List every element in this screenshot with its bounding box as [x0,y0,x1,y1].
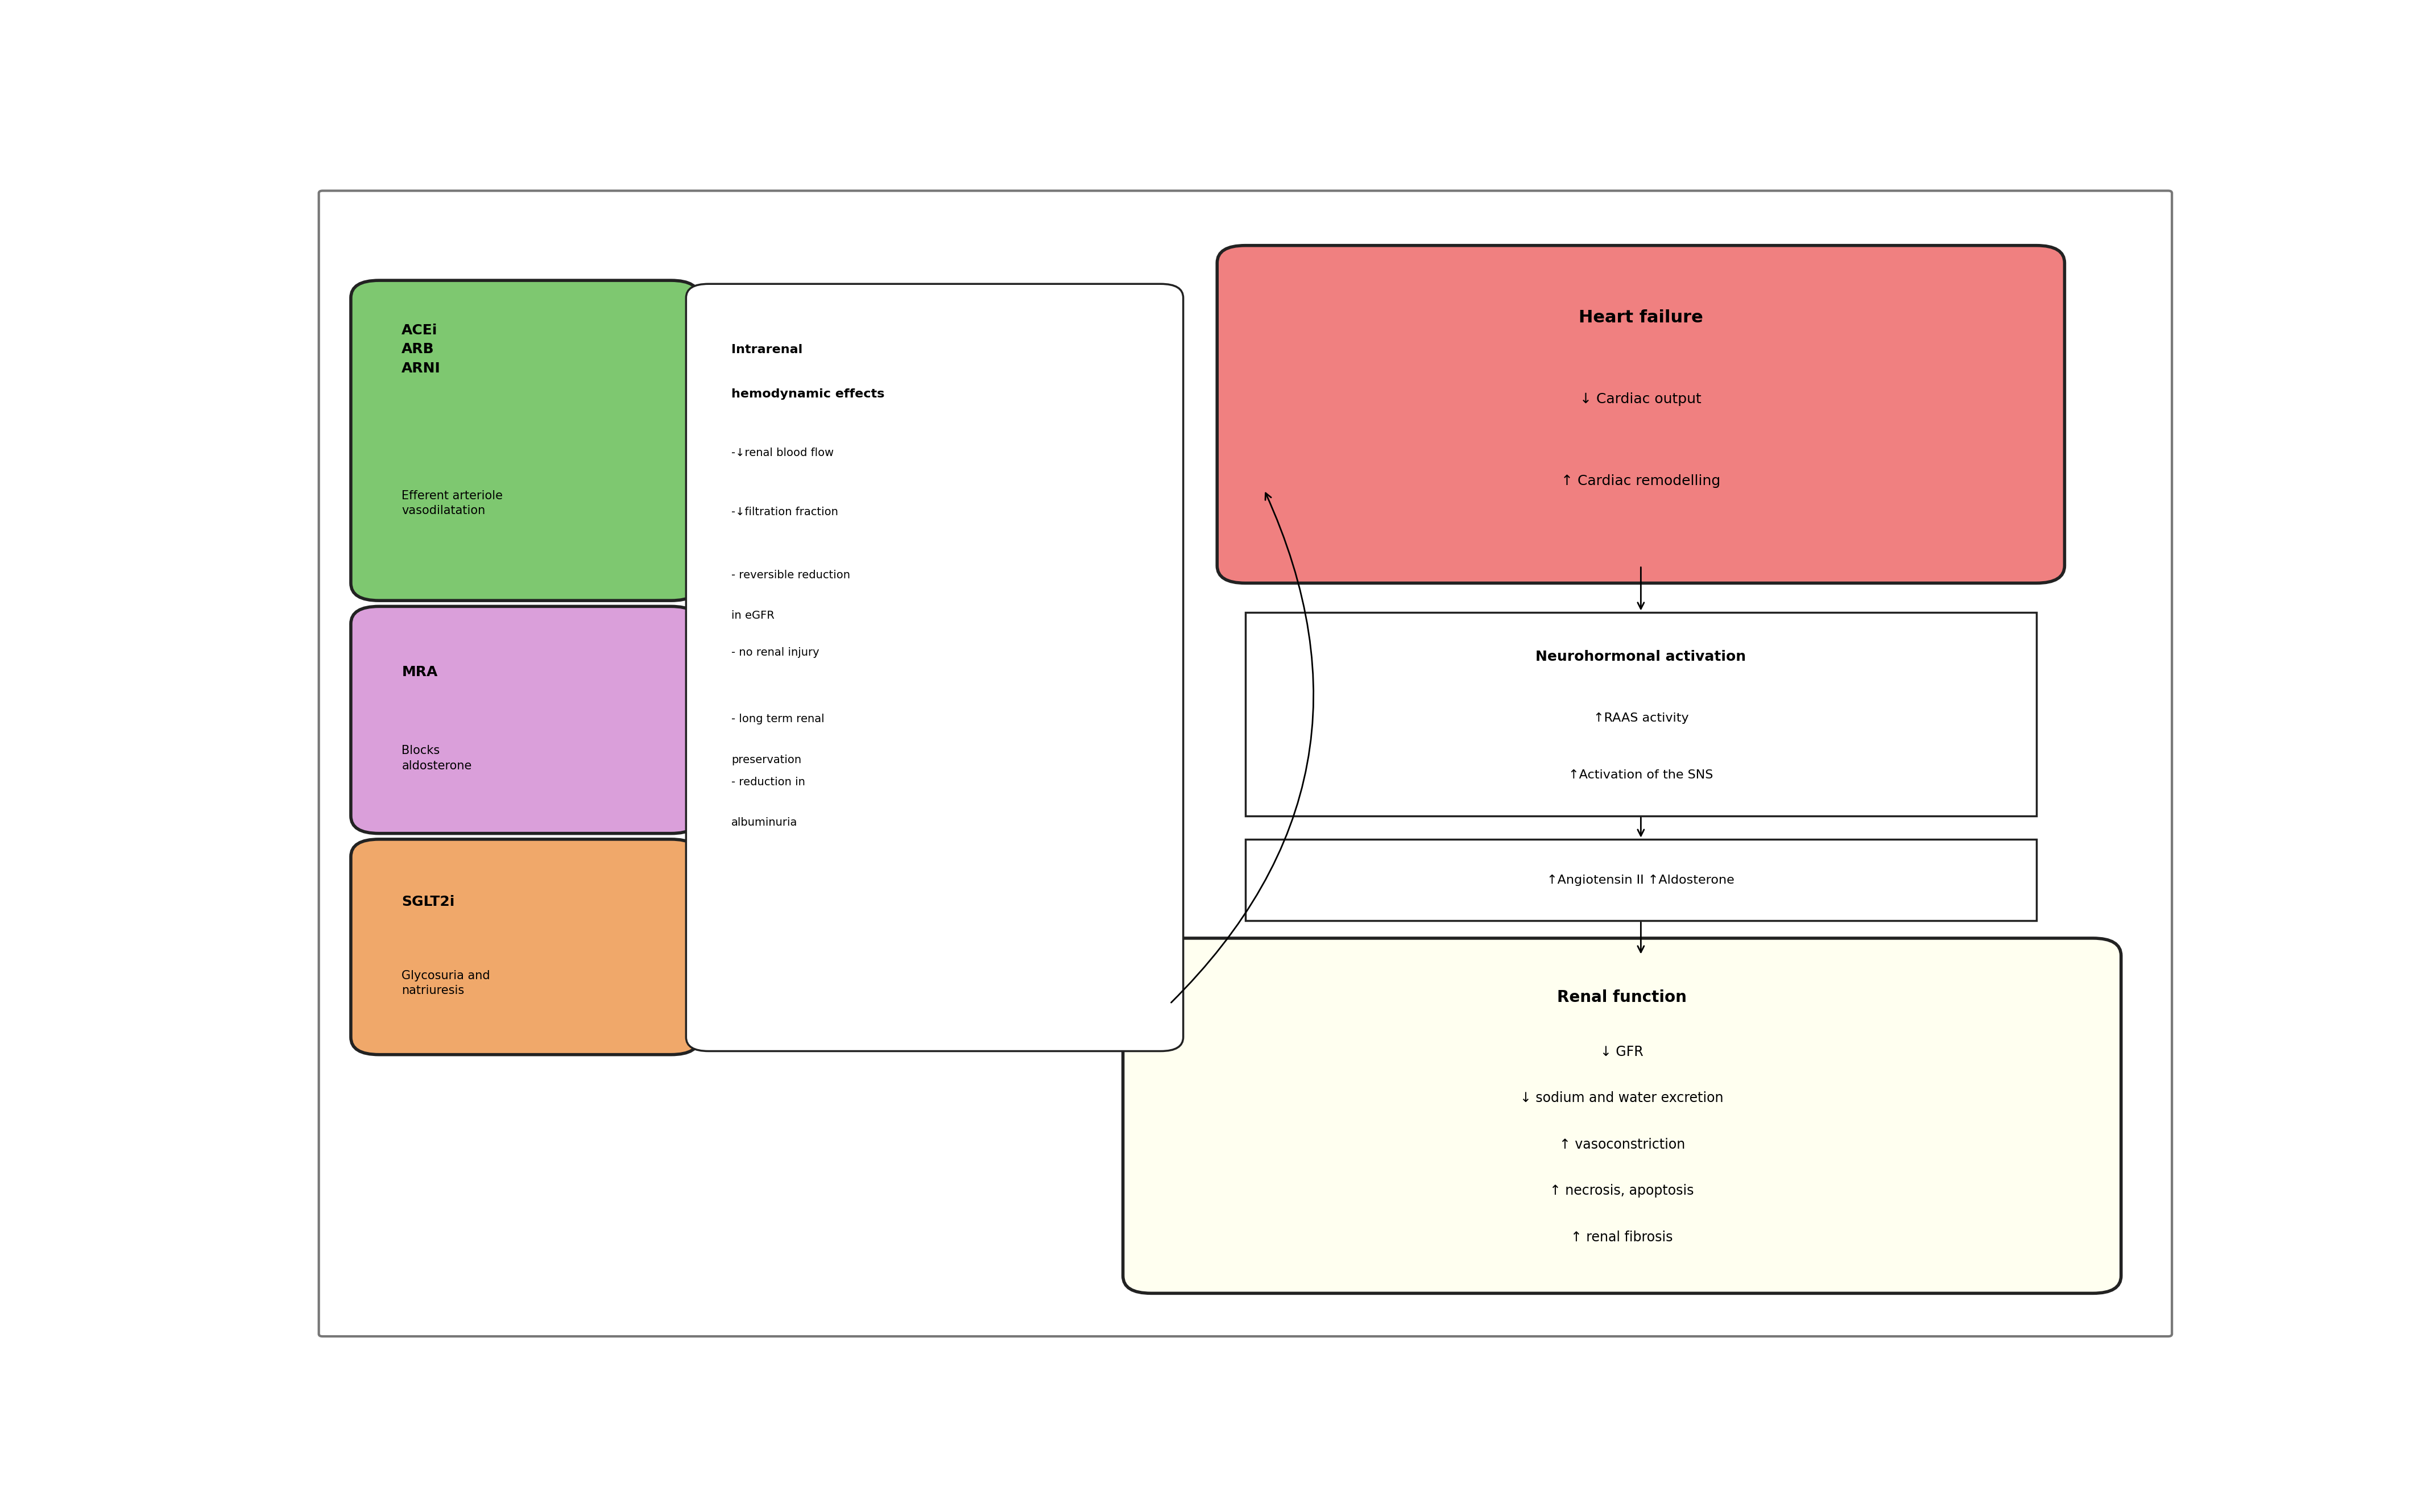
Text: ↑ vasoconstriction: ↑ vasoconstriction [1560,1137,1684,1151]
Text: ↑ Cardiac remodelling: ↑ Cardiac remodelling [1560,475,1720,488]
Text: - reduction in: - reduction in [731,777,804,788]
Text: in eGFR: in eGFR [731,611,775,621]
Text: SGLT2i: SGLT2i [401,895,454,909]
Text: ↑Activation of the SNS: ↑Activation of the SNS [1567,770,1713,780]
Text: MRA: MRA [401,665,437,679]
Text: ACEi
ARB
ARNI: ACEi ARB ARNI [401,324,440,375]
Text: Heart failure: Heart failure [1580,308,1703,325]
FancyBboxPatch shape [1247,612,2036,816]
Text: ↑ necrosis, apoptosis: ↑ necrosis, apoptosis [1550,1184,1694,1198]
Text: - reversible reduction: - reversible reduction [731,570,850,581]
Text: ↓ Cardiac output: ↓ Cardiac output [1580,392,1701,407]
FancyBboxPatch shape [685,284,1183,1051]
FancyBboxPatch shape [1123,937,2121,1293]
Text: Intrarenal: Intrarenal [731,343,802,355]
Text: ↓ sodium and water excretion: ↓ sodium and water excretion [1521,1092,1723,1105]
Text: preservation: preservation [731,754,802,765]
Text: - no renal injury: - no renal injury [731,647,819,658]
Text: Renal function: Renal function [1558,989,1686,1005]
Text: Glycosuria and
natriuresis: Glycosuria and natriuresis [401,969,491,996]
Text: - long term renal: - long term renal [731,714,824,724]
FancyBboxPatch shape [1217,245,2066,584]
Text: ↑RAAS activity: ↑RAAS activity [1594,712,1689,724]
Text: Neurohormonal activation: Neurohormonal activation [1536,650,1747,664]
FancyBboxPatch shape [350,839,700,1055]
FancyBboxPatch shape [318,191,2172,1337]
FancyBboxPatch shape [350,280,700,600]
Text: ↑Angiotensin II ↑Aldosterone: ↑Angiotensin II ↑Aldosterone [1548,874,1735,886]
Text: hemodynamic effects: hemodynamic effects [731,389,885,399]
Text: -↓filtration fraction: -↓filtration fraction [731,507,838,517]
Text: Blocks
aldosterone: Blocks aldosterone [401,745,471,771]
Text: Efferent arteriole
vasodilatation: Efferent arteriole vasodilatation [401,490,503,517]
Text: -↓renal blood flow: -↓renal blood flow [731,448,833,458]
Text: albuminuria: albuminuria [731,818,797,829]
Text: ↓ GFR: ↓ GFR [1601,1045,1643,1058]
FancyArrowPatch shape [1171,493,1315,1002]
FancyBboxPatch shape [1247,839,2036,921]
FancyBboxPatch shape [350,606,700,833]
Text: ↑ renal fibrosis: ↑ renal fibrosis [1570,1231,1674,1244]
